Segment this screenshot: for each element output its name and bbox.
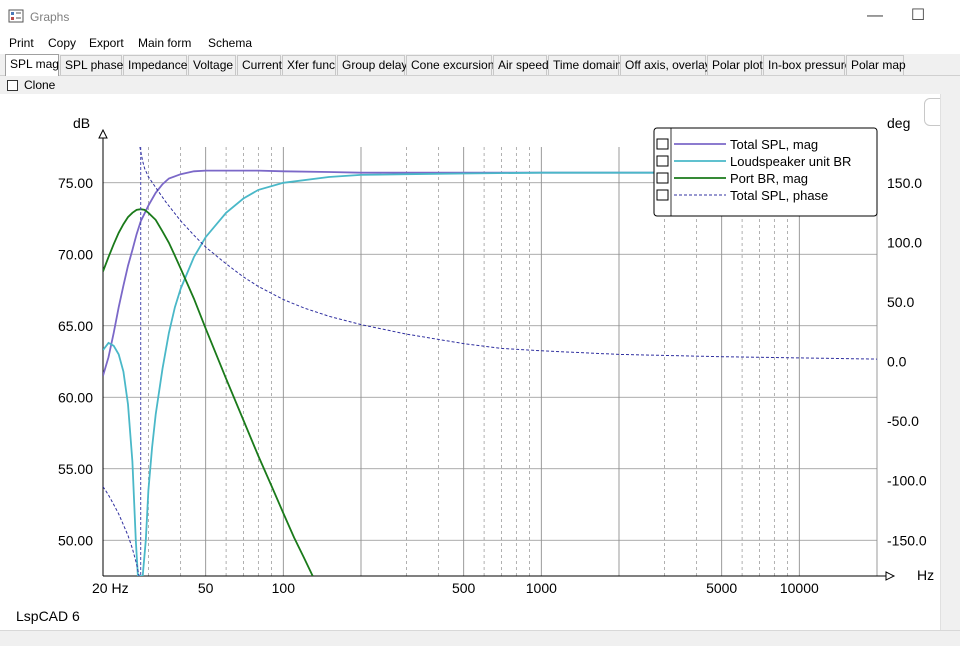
spl-chart[interactable]: 75.00 70.00 65.00 60.00 55.00 50.00 150.0 100.0…: [0, 94, 940, 630]
y-right-tick-label: -50.0: [887, 413, 919, 429]
app-version-label: LspCAD 6: [16, 608, 80, 624]
tab-spl-mag[interactable]: SPL mag: [5, 54, 59, 76]
y-left-tick-label: 70.00: [58, 246, 93, 262]
window-title: Graphs: [30, 10, 70, 24]
y-right-tick-label: 50.0: [887, 294, 914, 310]
y-left-tick-label: 75.00: [58, 175, 93, 191]
legend-checkbox: [656, 189, 669, 201]
legend-checkbox: [656, 172, 669, 184]
menu-export[interactable]: Export: [89, 36, 124, 50]
y-axis-arrow: [98, 128, 108, 139]
graph-area[interactable]: 75.00 70.00 65.00 60.00 55.00 50.00 150.0 100.0…: [0, 94, 940, 630]
y-left-unit-label: dB: [73, 115, 90, 131]
tab-current[interactable]: Current: [237, 55, 282, 75]
x-tick-label: 20 Hz: [92, 580, 129, 596]
legend-label: Total SPL, mag: [730, 137, 818, 152]
tab-xfer-func[interactable]: Xfer func: [282, 55, 336, 75]
legend-label: Loudspeaker unit BR: [730, 154, 851, 169]
x-axis-arrow: [885, 571, 896, 581]
tab-cone-excursion[interactable]: Cone excursion: [406, 55, 494, 75]
minimize-button[interactable]: —: [867, 7, 883, 24]
x-tick-label: 10000: [780, 580, 819, 596]
tab-impedance[interactable]: Impedance: [123, 55, 187, 75]
legend-label: Port BR, mag: [730, 171, 808, 186]
series-line-4: [103, 147, 877, 576]
app-icon: [8, 9, 24, 23]
x-tick-label: 100: [272, 580, 296, 596]
x-tick-label: 50: [198, 580, 214, 596]
clone-label: Clone: [24, 78, 56, 92]
x-tick-label: 500: [452, 580, 476, 596]
y-left-tick-label: 55.00: [58, 461, 93, 477]
legend-checkbox: [656, 155, 669, 167]
tab-group-delay[interactable]: Group delay: [337, 55, 407, 75]
maximize-button[interactable]: ☐: [910, 7, 926, 24]
x-tick-label: 1000: [526, 580, 557, 596]
y-left-tick-label: 60.00: [58, 389, 93, 405]
series-line-2: [103, 171, 877, 576]
y-right-tick-label: 0.0: [887, 354, 907, 370]
series-line-3: [103, 208, 314, 576]
tab-time-domain[interactable]: Time domain: [548, 55, 622, 75]
tab-in-box-pressure[interactable]: In-box pressure: [763, 55, 851, 75]
menu-main-form[interactable]: Main form: [138, 36, 192, 50]
tab-off-axis-overlay[interactable]: Off axis, overlay: [620, 55, 711, 75]
tab-polar-plot[interactable]: Polar plot: [707, 55, 763, 75]
menu-bar: Print Copy Export Main form Schema: [0, 33, 960, 53]
tab-polar-map[interactable]: Polar map: [846, 55, 906, 75]
vertical-scrollbar[interactable]: [940, 94, 960, 630]
y-right-tick-label: -150.0: [887, 532, 927, 548]
clone-checkbox[interactable]: [7, 80, 18, 91]
y-right-tick-label: 100.0: [887, 234, 922, 250]
legend-checkbox: [656, 138, 669, 150]
legend-label: Total SPL, phase: [730, 188, 828, 203]
menu-print[interactable]: Print: [9, 36, 34, 50]
y-left-tick-label: 50.00: [58, 532, 93, 548]
y-right-tick-label: -100.0: [887, 473, 927, 489]
title-bar: Graphs — ☐: [0, 0, 960, 32]
menu-copy[interactable]: Copy: [48, 36, 77, 50]
tab-strip: SPL mag SPL phase Impedance Voltage Curr…: [0, 54, 960, 76]
tab-air-speed[interactable]: Air speed: [493, 55, 549, 75]
tab-voltage[interactable]: Voltage: [188, 55, 236, 75]
x-unit-label: Hz: [917, 567, 934, 583]
y-right-unit-label: deg: [887, 115, 910, 131]
status-bar: [0, 630, 960, 646]
y-right-tick-label: 150.0: [887, 175, 922, 191]
clone-row: Clone: [0, 76, 960, 94]
y-left-tick-label: 65.00: [58, 318, 93, 334]
tab-spl-phase[interactable]: SPL phase: [60, 55, 123, 75]
legend-box: [653, 127, 878, 217]
x-tick-label: 5000: [706, 580, 737, 596]
menu-schema[interactable]: Schema: [208, 36, 253, 50]
